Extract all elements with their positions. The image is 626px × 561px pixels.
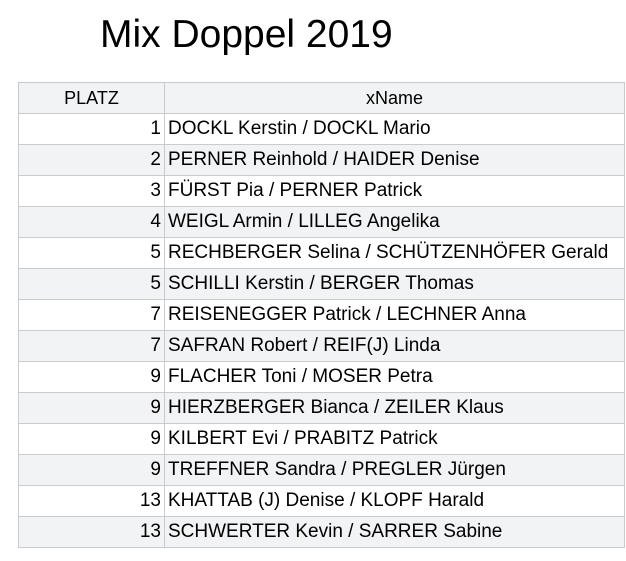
table-row: 13 KHATTAB (J) Denise / KLOPF Harald [18, 485, 625, 517]
table-row: 2 PERNER Reinhold / HAIDER Denise [18, 144, 625, 176]
table-row: 5 RECHBERGER Selina / SCHÜTZENHÖFER Gera… [18, 237, 625, 269]
results-table: PLATZ xName 1 DOCKL Kerstin / DOCKL Mari… [18, 82, 625, 548]
name-cell[interactable]: REISENEGGER Patrick / LECHNER Anna [164, 299, 625, 331]
table-row: 4 WEIGL Armin / LILLEG Angelika [18, 206, 625, 238]
table-row: 9 KILBERT Evi / PRABITZ Patrick [18, 423, 625, 455]
table-body: 1 DOCKL Kerstin / DOCKL Mario 2 PERNER R… [18, 113, 625, 548]
platz-cell[interactable]: 7 [18, 299, 165, 331]
name-cell[interactable]: PERNER Reinhold / HAIDER Denise [164, 144, 625, 176]
name-cell[interactable]: RECHBERGER Selina / SCHÜTZENHÖFER Gerald [164, 237, 625, 269]
table-row: 1 DOCKL Kerstin / DOCKL Mario [18, 113, 625, 145]
name-cell[interactable]: SCHWERTER Kevin / SARRER Sabine [164, 516, 625, 548]
platz-cell[interactable]: 7 [18, 330, 165, 362]
name-cell[interactable]: HIERZBERGER Bianca / ZEILER Klaus [164, 392, 625, 424]
platz-cell[interactable]: 13 [18, 516, 165, 548]
name-cell[interactable]: DOCKL Kerstin / DOCKL Mario [164, 113, 625, 145]
platz-cell[interactable]: 13 [18, 485, 165, 517]
table-header-row: PLATZ xName [18, 82, 625, 114]
name-cell[interactable]: KHATTAB (J) Denise / KLOPF Harald [164, 485, 625, 517]
page-title: Mix Doppel 2019 [100, 13, 393, 56]
name-cell[interactable]: SCHILLI Kerstin / BERGER Thomas [164, 268, 625, 300]
column-header-platz[interactable]: PLATZ [18, 82, 165, 114]
name-cell[interactable]: KILBERT Evi / PRABITZ Patrick [164, 423, 625, 455]
name-cell[interactable]: FLACHER Toni / MOSER Petra [164, 361, 625, 393]
name-cell[interactable]: SAFRAN Robert / REIF(J) Linda [164, 330, 625, 362]
platz-cell[interactable]: 5 [18, 268, 165, 300]
platz-cell[interactable]: 9 [18, 361, 165, 393]
platz-cell[interactable]: 4 [18, 206, 165, 238]
table-row: 7 REISENEGGER Patrick / LECHNER Anna [18, 299, 625, 331]
platz-cell[interactable]: 9 [18, 423, 165, 455]
column-header-name[interactable]: xName [164, 82, 625, 114]
table-row: 9 FLACHER Toni / MOSER Petra [18, 361, 625, 393]
platz-cell[interactable]: 1 [18, 113, 165, 145]
name-cell[interactable]: TREFFNER Sandra / PREGLER Jürgen [164, 454, 625, 486]
name-cell[interactable]: FÜRST Pia / PERNER Patrick [164, 175, 625, 207]
table-row: 9 HIERZBERGER Bianca / ZEILER Klaus [18, 392, 625, 424]
platz-cell[interactable]: 5 [18, 237, 165, 269]
table-row: 5 SCHILLI Kerstin / BERGER Thomas [18, 268, 625, 300]
name-cell[interactable]: WEIGL Armin / LILLEG Angelika [164, 206, 625, 238]
table-row: 13 SCHWERTER Kevin / SARRER Sabine [18, 516, 625, 548]
platz-cell[interactable]: 3 [18, 175, 165, 207]
table-row: 7 SAFRAN Robert / REIF(J) Linda [18, 330, 625, 362]
table-row: 9 TREFFNER Sandra / PREGLER Jürgen [18, 454, 625, 486]
table-row: 3 FÜRST Pia / PERNER Patrick [18, 175, 625, 207]
platz-cell[interactable]: 2 [18, 144, 165, 176]
platz-cell[interactable]: 9 [18, 392, 165, 424]
platz-cell[interactable]: 9 [18, 454, 165, 486]
